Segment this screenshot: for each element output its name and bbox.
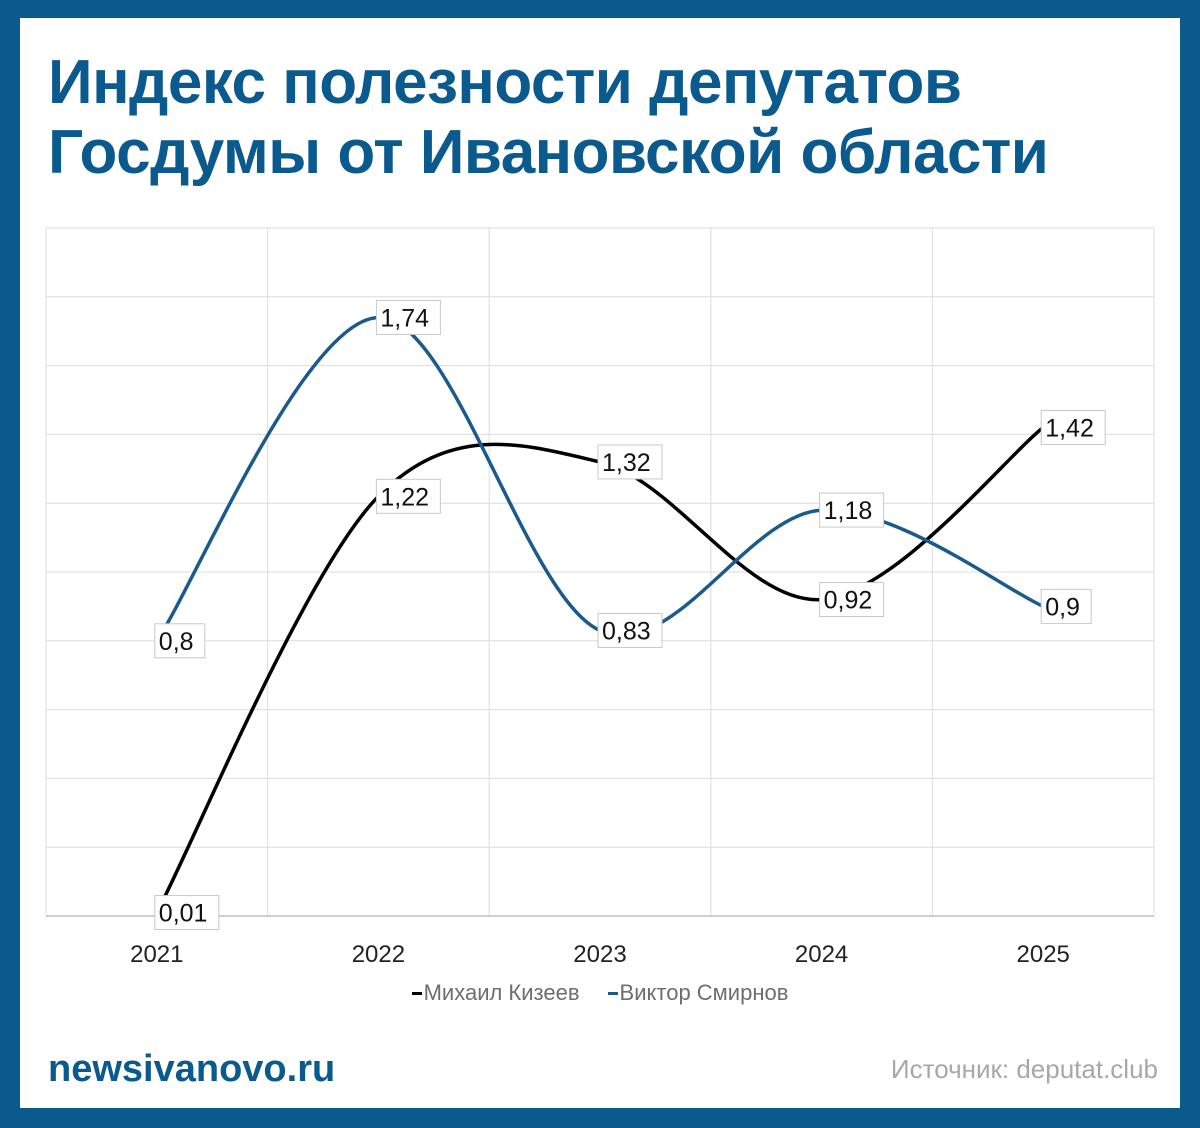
data-label-box [375,299,441,335]
data-label-box [1040,410,1106,446]
data-label-text: 1,74 [380,304,429,332]
data-label-text: 1,32 [602,449,651,477]
x-tick-label: 2025 [1017,941,1070,968]
source-note: Источник: deputat.club [890,1054,1158,1084]
data-label-text: 1,42 [1045,415,1094,443]
data-label: 0,92 [819,582,885,618]
data-label-text: 0,83 [602,617,651,645]
chart-title-line2: Госдумы от Ивановской области [48,118,1049,187]
legend-label: Михаил Кизеев [423,980,580,1005]
x-tick-label: 2024 [795,941,848,968]
data-label: 1,32 [597,444,663,480]
data-label-text: 0,9 [1045,593,1080,621]
legend-swatch [607,991,618,995]
data-label: 0,83 [597,612,663,648]
data-label: 0,01 [154,895,220,931]
data-label-box [819,582,885,618]
legend-swatch [411,991,422,995]
chart-title: Индекс полезности депутатов Госдумы от И… [48,48,1049,188]
data-label-box [1040,588,1092,624]
data-label-box [154,623,206,659]
chart-legend: Михаил Кизеев Виктор Смирнов [20,980,1180,1006]
data-label: 0,8 [154,623,206,659]
chart-title-line1: Индекс полезности депутатов [48,48,962,117]
data-label: 1,18 [819,492,885,528]
data-label-text: 1,22 [380,483,429,511]
data-label-box [375,478,441,514]
line-chart: 2021 2022 2023 2024 2025 0,01 1,22 1,32 0,92 1,42… [45,227,1155,968]
legend-label: Виктор Смирнов [619,980,789,1005]
data-label-box [597,444,663,480]
data-label: 1,42 [1040,410,1106,446]
data-label-text: 0,8 [159,628,194,656]
data-label-box [154,895,220,931]
data-label-text: 1,18 [824,497,873,525]
legend-item-2: Виктор Смирнов [607,980,789,1006]
data-label-box [819,492,885,528]
data-label-text: 0,92 [824,587,873,615]
data-label: 0,9 [1040,588,1092,624]
legend-item-1: Михаил Кизеев [411,980,580,1006]
x-tick-label: 2022 [352,941,405,968]
chart-card: Индекс полезности депутатов Госдумы от И… [20,18,1180,1108]
data-label-text: 0,01 [159,900,208,928]
x-tick-label: 2023 [573,941,626,968]
chart-grid [45,227,1155,917]
data-label: 1,74 [375,299,441,335]
x-tick-label: 2021 [130,941,183,968]
series-line-1 [155,425,1045,915]
data-label: 1,22 [375,478,441,514]
data-label-box [597,612,663,648]
brand-name: newsivanovo.ru [48,1048,336,1090]
